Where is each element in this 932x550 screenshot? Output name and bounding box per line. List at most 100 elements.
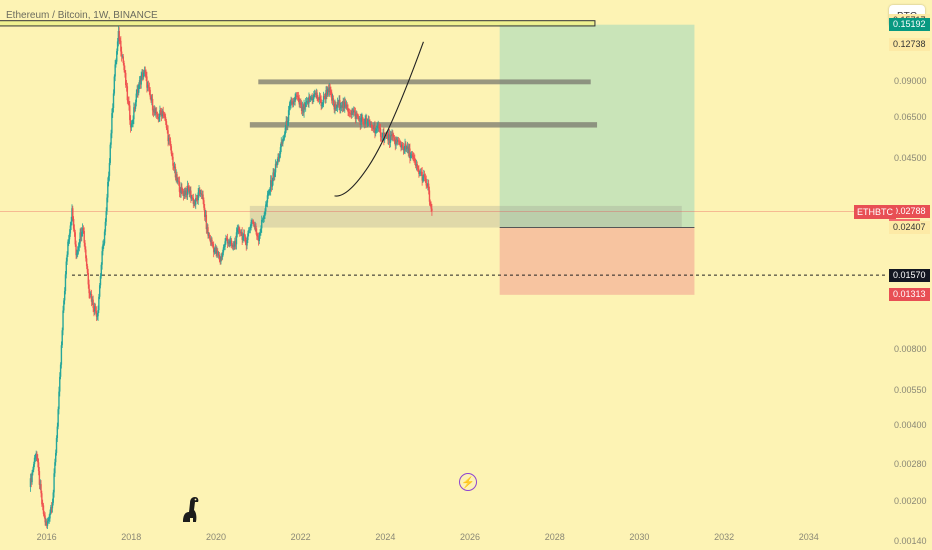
candle-body <box>365 118 367 119</box>
candle-body <box>147 84 149 88</box>
candle-body <box>276 161 278 166</box>
candle-body <box>407 146 409 154</box>
candle-body <box>110 133 112 145</box>
candle-body <box>240 232 243 234</box>
candle-body <box>115 61 117 65</box>
candle-body <box>316 92 318 98</box>
candle-body <box>233 244 235 247</box>
candle-body <box>367 119 370 122</box>
price-tick-label: 0.00280 <box>894 459 927 470</box>
candle-body <box>94 306 96 312</box>
candle-body <box>375 130 377 134</box>
candle-body <box>340 105 343 108</box>
candle-body <box>293 100 295 103</box>
candle-body <box>131 123 133 125</box>
candle-body <box>404 143 406 150</box>
candle-body <box>29 478 32 488</box>
candle-body <box>271 181 274 187</box>
candle-body <box>118 31 120 41</box>
candle-body <box>190 190 192 199</box>
events-icon[interactable]: ⚡ <box>459 473 477 491</box>
candle-body <box>413 157 415 159</box>
zone-2 <box>249 122 598 128</box>
candle-body <box>158 116 160 119</box>
candle-body <box>127 100 129 102</box>
candle-body <box>34 457 37 459</box>
candle-body <box>277 156 279 162</box>
candle-body <box>253 224 256 228</box>
candle-body <box>139 80 142 85</box>
candle-body <box>86 266 89 273</box>
candle-body <box>228 242 230 244</box>
candle-body <box>125 85 128 87</box>
candle-body <box>423 174 426 178</box>
candle-body <box>331 92 333 101</box>
candle-body <box>54 462 56 474</box>
candle-body <box>283 134 286 138</box>
candle-body <box>66 254 68 262</box>
candle-body <box>47 519 50 521</box>
candle-body <box>40 484 42 494</box>
candle-body <box>265 204 267 212</box>
price-tick-label: 0.06500 <box>894 112 927 123</box>
candle-body <box>263 215 265 219</box>
candle-body <box>272 172 274 182</box>
candle-body <box>54 452 57 463</box>
candle-body <box>186 190 188 195</box>
candle-body <box>397 140 399 142</box>
candle-body <box>421 171 423 181</box>
price-label: 0.01313 <box>889 288 930 302</box>
candle-body <box>150 96 152 101</box>
candle-body <box>92 299 94 308</box>
candle-body <box>37 462 40 472</box>
candle-body <box>342 101 344 108</box>
time-tick-label: 2030 <box>629 532 650 542</box>
candle-body <box>371 127 374 129</box>
candle-body <box>361 117 364 122</box>
candle-body <box>274 172 276 177</box>
candle-body <box>211 239 213 245</box>
candle-body <box>146 76 148 88</box>
candle-body <box>202 194 204 201</box>
candle-body <box>237 228 239 230</box>
candle-body <box>345 104 348 106</box>
candle-body <box>58 391 60 410</box>
candle-body <box>61 330 63 346</box>
candle-body <box>70 221 72 226</box>
candle-body <box>124 70 126 73</box>
candle-body <box>123 63 125 71</box>
candle-body <box>68 239 70 242</box>
candle-body <box>176 174 178 182</box>
candle-body <box>39 484 41 485</box>
candle-body <box>68 233 71 240</box>
candle-body <box>142 72 145 78</box>
candle-body <box>79 232 81 244</box>
candle-body <box>388 133 391 143</box>
candle-body <box>101 251 103 265</box>
candle-body <box>121 56 124 58</box>
candle-body <box>48 518 50 520</box>
candle-body <box>137 89 139 93</box>
candle-body <box>368 119 370 122</box>
candle-body <box>266 195 269 203</box>
candle-body <box>157 117 160 119</box>
candle-body <box>320 99 322 107</box>
candle-body <box>343 101 345 108</box>
candle-body <box>252 221 255 225</box>
candle-body <box>379 128 382 137</box>
candle-body <box>163 114 165 116</box>
candle-body <box>96 316 98 318</box>
candle-body <box>212 246 215 253</box>
candle-body <box>238 228 240 231</box>
zone-1 <box>258 79 591 85</box>
candle-body <box>195 197 198 199</box>
candle-body <box>321 104 323 107</box>
candle-body <box>289 103 291 107</box>
candle-body <box>298 97 300 105</box>
candle-body <box>294 96 296 103</box>
candle-body <box>212 244 214 247</box>
candle-body <box>65 261 67 275</box>
time-tick-label: 2018 <box>121 532 142 542</box>
candle-body <box>398 141 401 143</box>
